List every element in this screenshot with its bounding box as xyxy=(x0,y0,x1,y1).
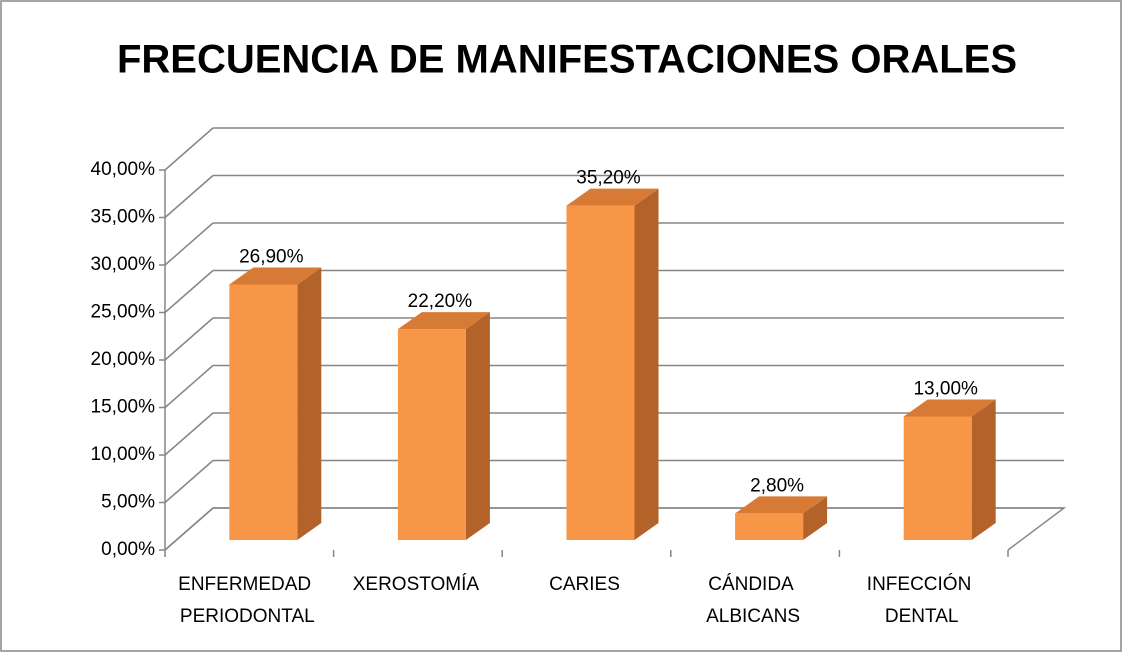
bar-side xyxy=(297,267,322,540)
x-tick-label-line: DENTAL xyxy=(885,606,959,627)
y-tick-label: 25,00% xyxy=(91,302,156,323)
x-tick-label-line: ALBICANS xyxy=(706,606,800,627)
y-tick-label: 0,00% xyxy=(101,539,155,560)
bar xyxy=(903,416,972,540)
x-tick-label-line: PERIODONTAL xyxy=(180,606,315,627)
x-tick-label: INFECCIÓN DENTAL xyxy=(867,573,977,627)
x-tick-label: CÁNDIDA ALBICANS xyxy=(706,574,800,627)
bar-side xyxy=(971,399,996,540)
x-tick-label-line: CÁNDIDA xyxy=(708,574,798,595)
y-tick-label: 15,00% xyxy=(91,397,156,418)
y-tick-label: 30,00% xyxy=(91,254,156,275)
x-tick-label: CARIES xyxy=(549,574,620,595)
grid-line xyxy=(164,364,214,409)
data-label: 35,20% xyxy=(576,168,641,189)
grid-line xyxy=(164,174,214,219)
grid-line xyxy=(164,412,214,456)
bar-top xyxy=(566,188,659,206)
data-label: 22,20% xyxy=(408,291,473,312)
x-tick-label: ENFERMEDAD PERIODONTAL xyxy=(178,574,316,627)
grid-line xyxy=(164,459,214,504)
y-tick-label: 10,00% xyxy=(91,444,156,465)
data-label: 13,00% xyxy=(913,379,978,400)
grid-line xyxy=(164,127,214,171)
x-tick-label-line: INFECCIÓN xyxy=(867,573,977,595)
bar-side xyxy=(634,188,659,540)
bar xyxy=(566,205,635,540)
bar-top xyxy=(229,267,322,285)
grid-line xyxy=(164,507,214,551)
bar-top xyxy=(397,312,490,330)
y-tick-label: 35,00% xyxy=(91,207,156,228)
bar-top xyxy=(903,399,996,417)
data-label: 2,80% xyxy=(750,475,804,496)
bar xyxy=(397,329,466,540)
grid-line xyxy=(164,222,214,266)
bar-side xyxy=(465,312,490,540)
x-tick-label-line: ENFERMEDAD xyxy=(178,574,316,595)
bar-top xyxy=(735,496,828,514)
data-label: 26,90% xyxy=(239,246,304,267)
bar xyxy=(735,513,804,540)
x-tick-label: XEROSTOMÍA xyxy=(353,574,480,595)
grid-line xyxy=(164,269,214,314)
grid-line xyxy=(164,317,214,361)
y-tick-label: 5,00% xyxy=(101,492,155,513)
y-tick-label: 40,00% xyxy=(91,159,156,180)
y-tick-label: 20,00% xyxy=(91,349,156,370)
bar xyxy=(229,284,298,540)
bar-side xyxy=(803,496,828,540)
chart-title: FRECUENCIA DE MANIFESTACIONES ORALES xyxy=(117,38,1017,82)
